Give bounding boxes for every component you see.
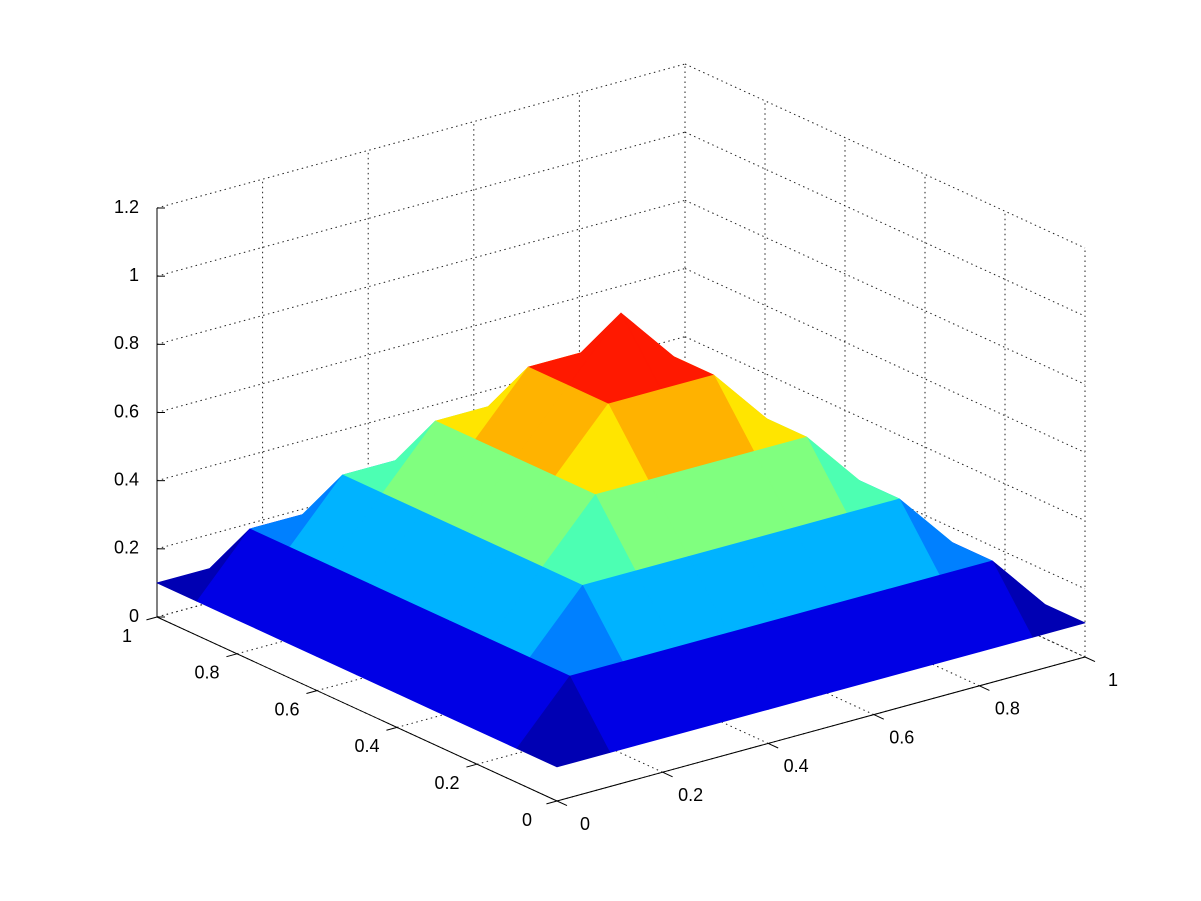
x-tick-label: 0.6 (889, 727, 914, 747)
z-tick-label: 1 (129, 265, 139, 285)
y-tick (466, 763, 478, 768)
grid-line (684, 268, 1086, 453)
y-tick-label: 0.2 (434, 773, 459, 793)
x-tick (979, 685, 990, 691)
grid-line (156, 63, 686, 209)
grid-line (684, 336, 1086, 522)
z-tick-label: 0.4 (114, 469, 139, 489)
z-tick-label: 0.6 (114, 401, 139, 421)
x-tick (873, 714, 885, 720)
z-tick-label: 1.2 (114, 197, 139, 217)
z-tick-label: 0 (129, 606, 139, 626)
y-tick-label: 0 (522, 810, 532, 830)
y-tick-label: 0.8 (194, 663, 219, 683)
x-tick (1084, 656, 1096, 663)
y-axis (156, 616, 558, 802)
x-tick (767, 742, 779, 749)
grid-line (156, 268, 686, 413)
x-axis (556, 656, 1086, 802)
x-tick-label: 0.4 (784, 756, 809, 776)
x-tick-label: 1 (1108, 670, 1118, 690)
grid-line (684, 63, 1086, 249)
x-tick-label: 0.2 (678, 785, 703, 805)
grid-line (156, 199, 686, 345)
y-tick (226, 653, 238, 658)
grid-line (156, 131, 686, 277)
y-tick (146, 616, 158, 621)
y-tick-label: 1 (122, 626, 132, 646)
z-tick-label: 0.8 (114, 333, 139, 353)
x-tick (556, 800, 568, 807)
grid-line (684, 199, 1086, 385)
surface-facet (516, 675, 611, 768)
z-tick-label: 0.2 (114, 538, 139, 558)
y-tick-label: 0.4 (354, 736, 379, 756)
y-tick-label: 0.6 (274, 699, 299, 719)
x-tick-label: 0.8 (995, 699, 1020, 719)
x-tick-label: 0 (580, 814, 590, 834)
y-tick (306, 690, 318, 694)
x-tick (662, 771, 673, 778)
y-tick (386, 726, 398, 731)
y-tick (546, 800, 558, 805)
grid-line (684, 131, 1086, 317)
